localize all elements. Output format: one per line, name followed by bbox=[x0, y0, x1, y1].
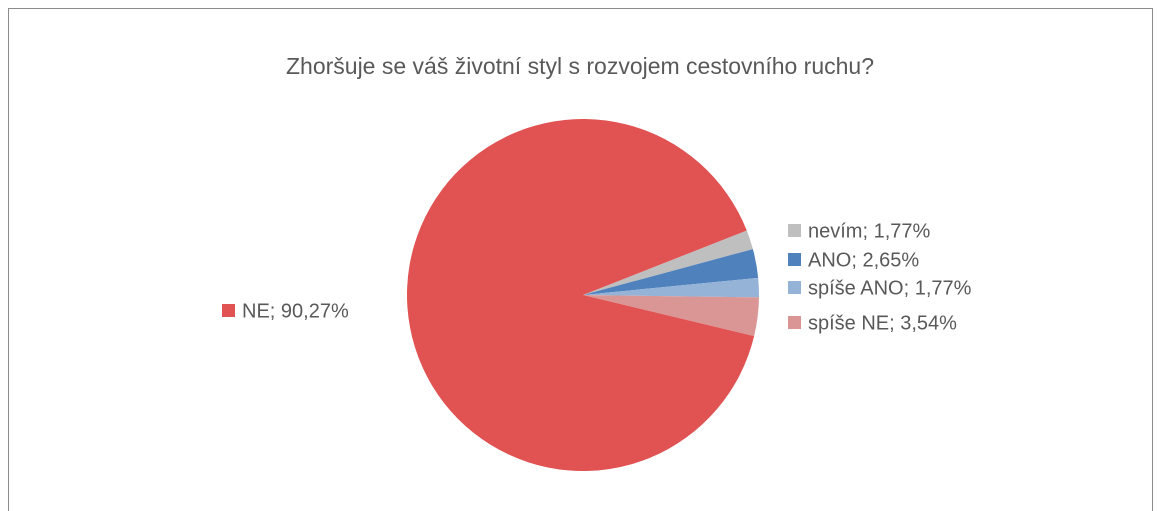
chart-title: Zhoršuje se váš životní styl s rozvojem … bbox=[286, 53, 874, 79]
data-label: NE; 90,27% bbox=[242, 300, 349, 322]
legend-swatch bbox=[222, 304, 235, 317]
legend-swatch bbox=[788, 281, 801, 294]
legend-swatch bbox=[788, 316, 801, 329]
legend-swatch bbox=[788, 253, 801, 266]
pie-slice bbox=[583, 230, 753, 295]
legend-swatch bbox=[788, 224, 801, 237]
data-label: spíše ANO; 1,77% bbox=[808, 277, 972, 299]
pie-slice bbox=[583, 295, 759, 337]
data-label: ANO; 2,65% bbox=[808, 249, 919, 271]
data-label: spíše NE; 3,54% bbox=[808, 312, 957, 334]
pie-slice bbox=[407, 119, 755, 472]
data-label: nevím; 1,77% bbox=[808, 220, 931, 242]
pie-slice bbox=[583, 249, 759, 295]
pie-slice bbox=[583, 277, 759, 298]
